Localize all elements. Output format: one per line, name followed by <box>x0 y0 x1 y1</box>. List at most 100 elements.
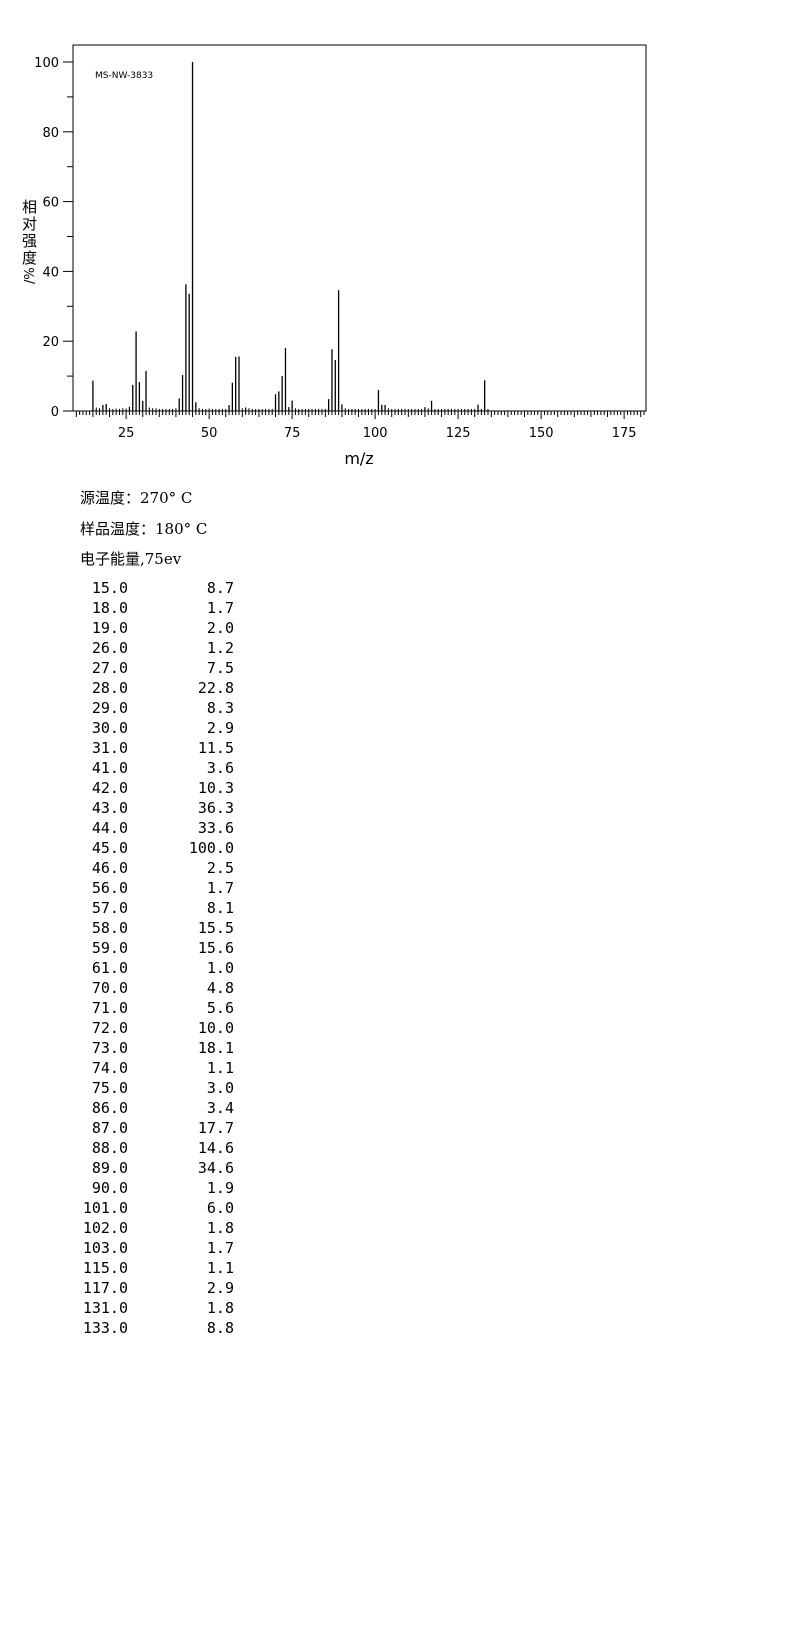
mz-value: 88.0 <box>91 1139 128 1157</box>
y-axis: 0 20 40 60 80 100 <box>34 56 73 420</box>
y-tick-label: 40 <box>42 265 59 280</box>
table-row: 27.0 7.5 <box>76 659 276 679</box>
table-row: 56.0 1.7 <box>76 879 276 899</box>
abundance-value: 3.0 <box>206 1079 234 1097</box>
table-row: 75.0 3.0 <box>76 1079 276 1099</box>
mz-value: 44.0 <box>91 819 128 837</box>
x-tick-label: 50 <box>201 426 218 441</box>
y-tick-label: 60 <box>42 196 59 211</box>
table-row: 89.0 34.6 <box>76 1159 276 1179</box>
table-row: 57.0 8.1 <box>76 899 276 919</box>
x-axis: 25 50 75 100 125 150 175 <box>75 411 645 441</box>
abundance-value: 6.0 <box>206 1199 234 1217</box>
table-row: 73.0 18.1 <box>76 1039 276 1059</box>
y-axis-label: 相对强度 <box>22 198 37 267</box>
abundance-value: 22.8 <box>197 679 234 697</box>
x-tick-label: 25 <box>118 426 135 441</box>
mz-value: 89.0 <box>91 1159 128 1177</box>
abundance-value: 2.9 <box>206 719 234 737</box>
mz-value: 117.0 <box>82 1279 128 1297</box>
mz-value: 26.0 <box>91 639 128 657</box>
abundance-value: 1.1 <box>206 1059 234 1077</box>
abundance-value: 3.6 <box>206 759 234 777</box>
abundance-value: 10.3 <box>197 779 234 797</box>
table-row: 29.0 8.3 <box>76 699 276 719</box>
table-row: 58.0 15.5 <box>76 919 276 939</box>
mz-value: 29.0 <box>91 699 128 717</box>
abundance-value: 4.8 <box>206 979 234 997</box>
mz-value: 90.0 <box>91 1179 128 1197</box>
mz-value: 115.0 <box>82 1259 128 1277</box>
mz-value: 41.0 <box>91 759 128 777</box>
y-axis-label-char: 相 <box>22 198 37 216</box>
abundance-value: 3.4 <box>206 1099 234 1117</box>
abundance-value: 18.1 <box>197 1039 234 1057</box>
table-row: 74.0 1.1 <box>76 1059 276 1079</box>
mz-value: 102.0 <box>82 1219 128 1237</box>
mz-value: 61.0 <box>91 959 128 977</box>
abundance-value: 33.6 <box>197 819 234 837</box>
peak-table: 15.0 8.7 18.0 1.7 19.0 2.0 26.0 1.2 27.0 7.5 28.0 2… <box>76 579 276 1339</box>
mass-spectrum-chart: 0 20 40 60 80 100 25 50 75 100 125 150 175 MS-NW-38… <box>22 44 647 468</box>
table-row: 59.0 15.6 <box>76 939 276 959</box>
mz-value: 45.0 <box>91 839 128 857</box>
table-row: 30.0 2.9 <box>76 719 276 739</box>
abundance-value: 5.6 <box>206 999 234 1017</box>
mz-value: 28.0 <box>91 679 128 697</box>
y-axis-label-char: 强 <box>22 232 37 250</box>
abundance-value: 1.9 <box>206 1179 234 1197</box>
y-axis-unit: /% <box>23 267 38 284</box>
table-row: 133.0 8.8 <box>76 1319 276 1339</box>
table-row: 86.0 3.4 <box>76 1099 276 1119</box>
abundance-value: 8.8 <box>206 1319 234 1337</box>
mz-value: 31.0 <box>91 739 128 757</box>
table-row: 117.0 2.9 <box>76 1279 276 1299</box>
table-row: 101.0 6.0 <box>76 1199 276 1219</box>
abundance-value: 1.0 <box>206 959 234 977</box>
y-tick-label: 0 <box>51 405 59 420</box>
table-row: 131.0 1.8 <box>76 1299 276 1319</box>
abundance-value: 1.2 <box>206 639 234 657</box>
table-row: 70.0 4.8 <box>76 979 276 999</box>
abundance-value: 2.5 <box>206 859 234 877</box>
sample-temperature: 样品温度：180° C <box>80 520 208 538</box>
table-row: 43.0 36.3 <box>76 799 276 819</box>
abundance-value: 15.6 <box>197 939 234 957</box>
table-row: 44.0 33.6 <box>76 819 276 839</box>
mz-value: 57.0 <box>91 899 128 917</box>
mz-value: 56.0 <box>91 879 128 897</box>
table-row: 61.0 1.0 <box>76 959 276 979</box>
abundance-value: 17.7 <box>197 1119 234 1137</box>
y-axis-label-char: 对 <box>22 215 37 233</box>
mz-value: 73.0 <box>91 1039 128 1057</box>
mz-value: 71.0 <box>91 999 128 1017</box>
table-row: 41.0 3.6 <box>76 759 276 779</box>
mz-value: 27.0 <box>91 659 128 677</box>
mz-value: 70.0 <box>91 979 128 997</box>
mz-value: 15.0 <box>91 579 128 597</box>
table-row: 45.0 100.0 <box>76 839 276 859</box>
abundance-value: 36.3 <box>197 799 234 817</box>
table-row: 18.0 1.7 <box>76 599 276 619</box>
mz-value: 103.0 <box>82 1239 128 1257</box>
table-row: 31.0 11.5 <box>76 739 276 759</box>
mz-value: 19.0 <box>91 619 128 637</box>
table-row: 71.0 5.6 <box>76 999 276 1019</box>
abundance-value: 8.3 <box>206 699 234 717</box>
table-row: 90.0 1.9 <box>76 1179 276 1199</box>
table-row: 42.0 10.3 <box>76 779 276 799</box>
table-row: 19.0 2.0 <box>76 619 276 639</box>
mz-value: 131.0 <box>82 1299 128 1317</box>
abundance-value: 100.0 <box>188 839 234 857</box>
abundance-value: 1.8 <box>206 1299 234 1317</box>
mz-value: 46.0 <box>91 859 128 877</box>
abundance-value: 11.5 <box>197 739 234 757</box>
abundance-value: 2.0 <box>206 619 234 637</box>
source-temperature: 源温度：270° C <box>80 489 193 507</box>
mz-value: 43.0 <box>91 799 128 817</box>
abundance-value: 34.6 <box>197 1159 234 1177</box>
abundance-value: 8.7 <box>206 579 234 597</box>
abundance-value: 1.1 <box>206 1259 234 1277</box>
x-tick-label: 150 <box>529 426 554 441</box>
x-tick-label: 75 <box>284 426 301 441</box>
